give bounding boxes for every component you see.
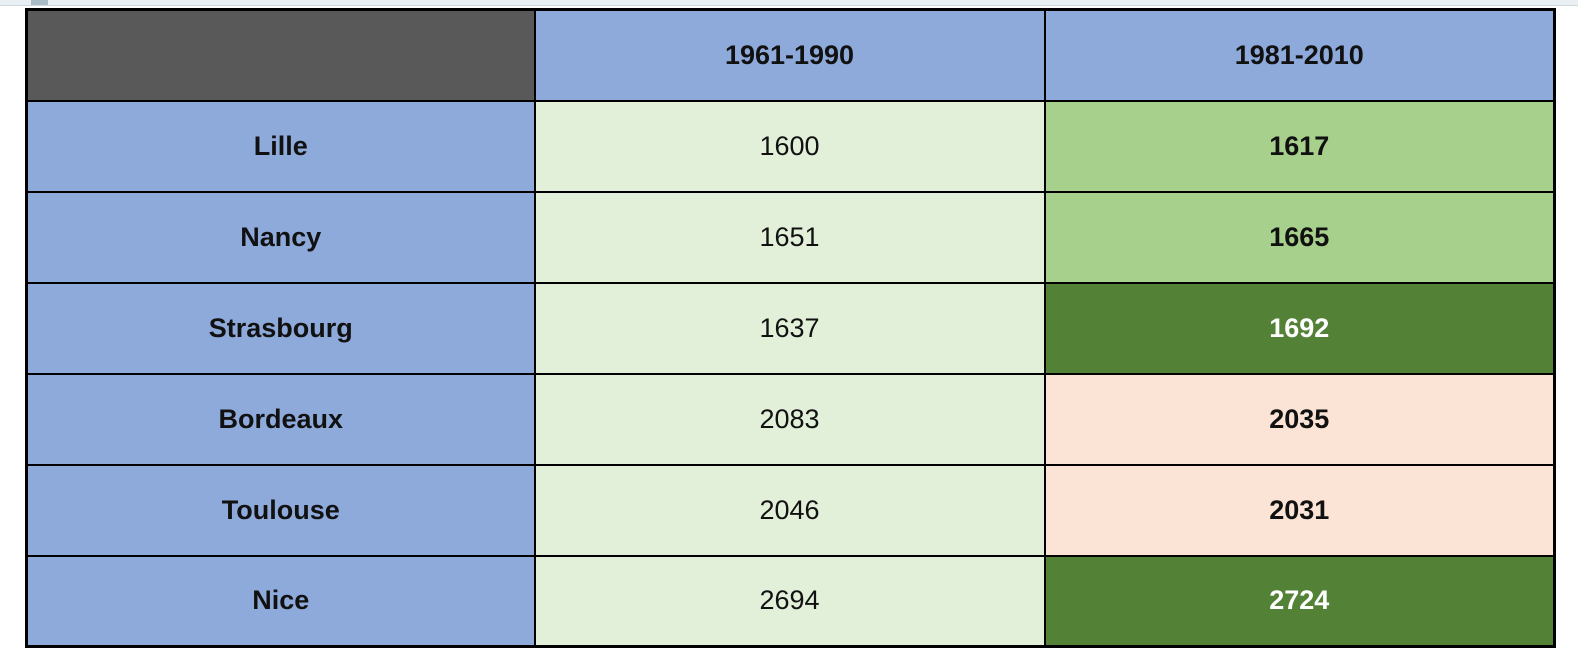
city-label: Toulouse [25, 463, 536, 557]
city-label: Bordeaux [25, 372, 536, 466]
city-label: Nancy [25, 190, 536, 284]
value-1961-1990: 1600 [533, 99, 1046, 193]
value-1981-2010: 2724 [1043, 554, 1556, 648]
value-1981-2010: 2031 [1043, 463, 1556, 557]
table-row-lille: Lille 1600 1617 [25, 99, 1556, 193]
value-1981-2010: 1692 [1043, 281, 1556, 375]
city-label: Strasbourg [25, 281, 536, 375]
table-row-nice: Nice 2694 2724 [25, 554, 1556, 648]
window-edge-tab [31, 0, 48, 5]
corner-cell [25, 8, 536, 102]
city-label: Nice [25, 554, 536, 648]
sunshine-hours-table: 1961-1990 1981-2010 Lille 1600 1617 Nanc… [25, 8, 1556, 648]
city-label: Lille [25, 99, 536, 193]
table-row-bordeaux: Bordeaux 2083 2035 [25, 372, 1556, 466]
value-1981-2010: 1665 [1043, 190, 1556, 284]
column-header-1981-2010: 1981-2010 [1043, 8, 1556, 102]
value-1981-2010: 2035 [1043, 372, 1556, 466]
value-1961-1990: 2694 [533, 554, 1046, 648]
value-1961-1990: 1651 [533, 190, 1046, 284]
value-1961-1990: 2046 [533, 463, 1046, 557]
value-1961-1990: 1637 [533, 281, 1046, 375]
table-row-toulouse: Toulouse 2046 2031 [25, 463, 1556, 557]
window-edge-strip [0, 0, 1578, 6]
table-row-strasbourg: Strasbourg 1637 1692 [25, 281, 1556, 375]
value-1961-1990: 2083 [533, 372, 1046, 466]
header-row: 1961-1990 1981-2010 [25, 8, 1556, 102]
value-1981-2010: 1617 [1043, 99, 1556, 193]
table-row-nancy: Nancy 1651 1665 [25, 190, 1556, 284]
column-header-1961-1990: 1961-1990 [533, 8, 1046, 102]
